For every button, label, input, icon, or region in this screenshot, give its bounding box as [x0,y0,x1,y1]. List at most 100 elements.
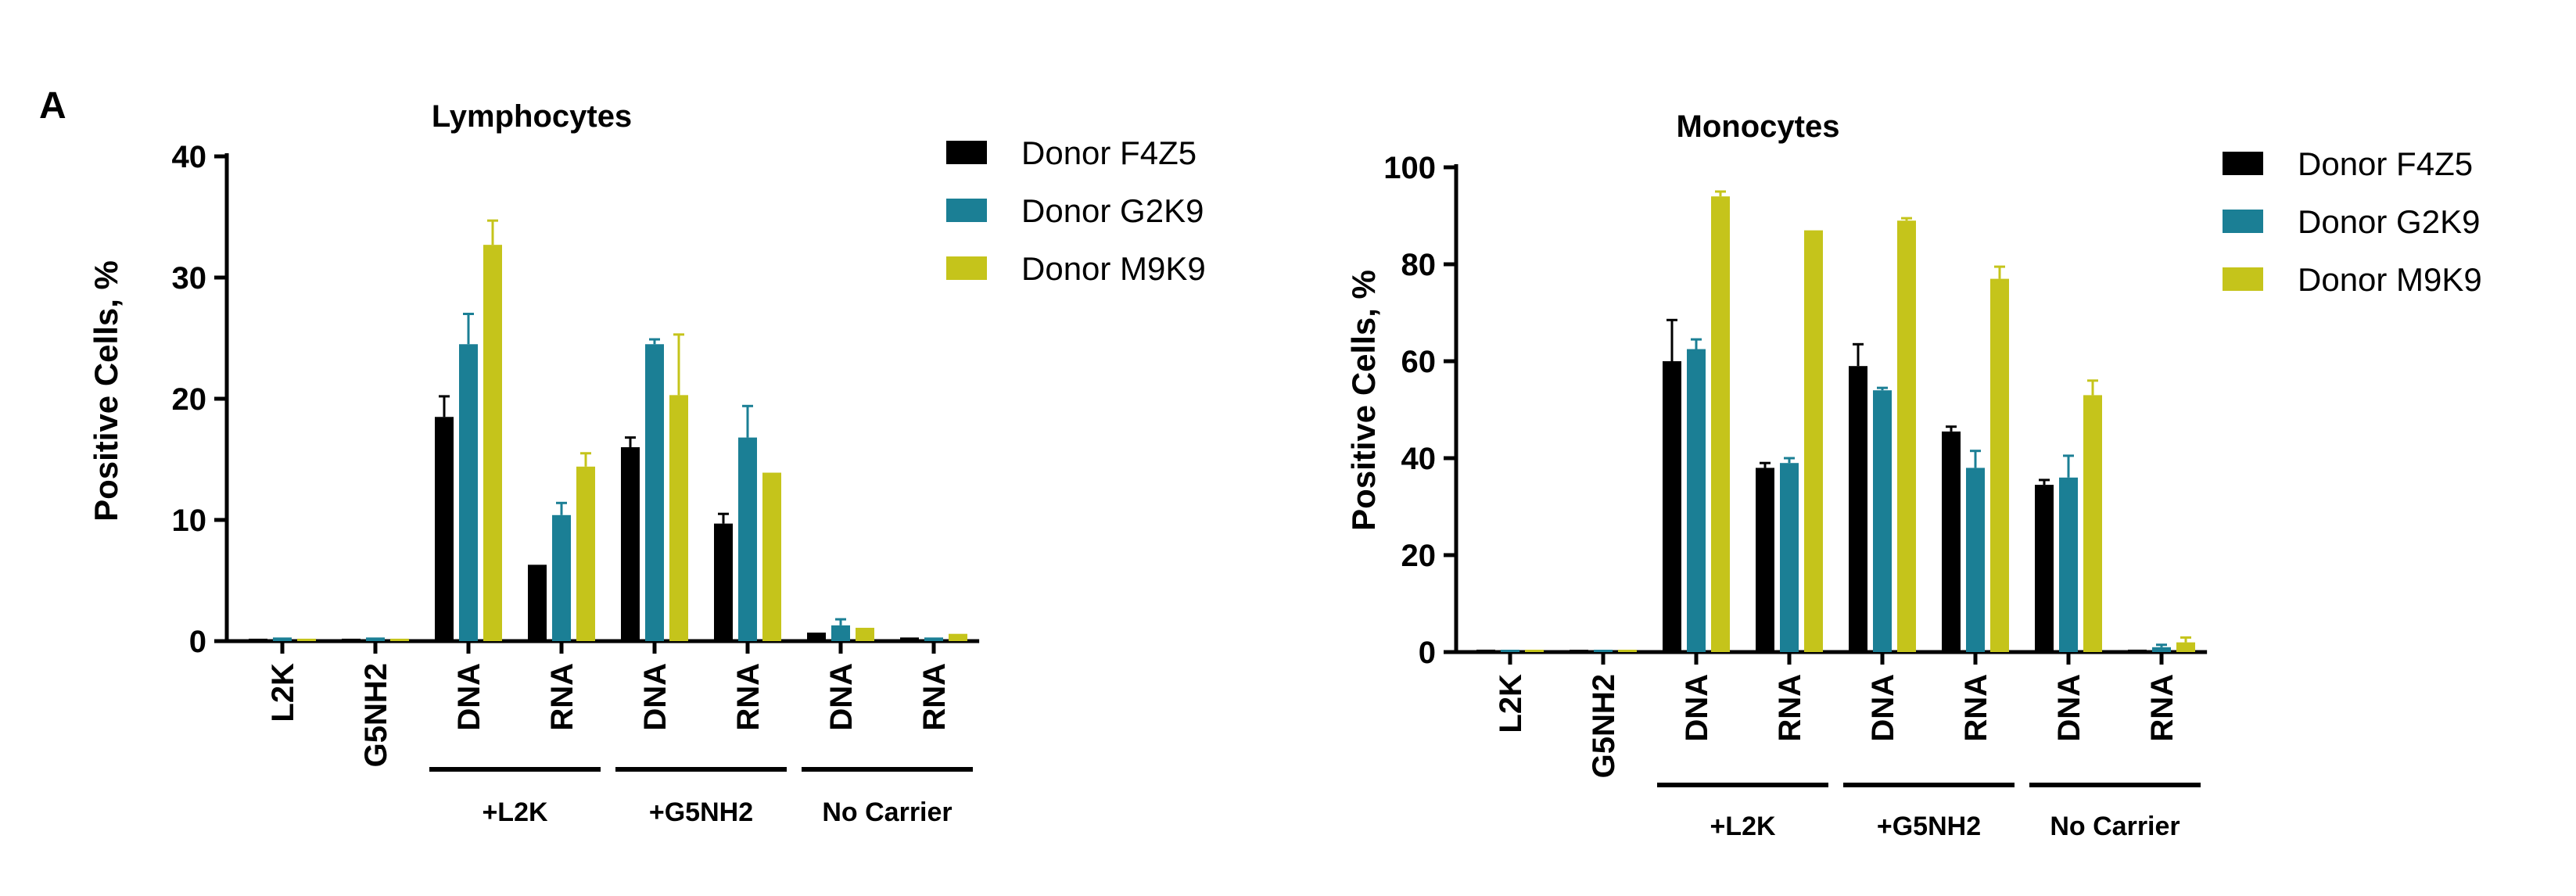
bar [1570,650,1588,652]
bar [342,638,361,641]
bar [1990,278,2009,652]
bar [576,466,595,641]
x-tick-label: DNA [1680,674,1714,742]
y-tick-label: 40 [1401,442,1437,476]
group-label: No Carrier [822,797,952,827]
bar [483,245,502,641]
bar [2152,647,2171,652]
bar [1618,650,1637,652]
bar [1594,650,1613,652]
group-label: +G5NH2 [649,797,753,827]
y-tick-label: 80 [1401,248,1437,282]
bar [1804,230,1823,653]
bar [1476,649,1495,652]
x-tick-label: RNA [1773,674,1807,742]
group-label: No Carrier [2050,812,2180,841]
x-tick-label: RNA [1959,674,1993,742]
legend-label: Donor G2K9 [1021,192,1204,229]
x-tick-label: DNA [2052,674,2086,742]
y-tick-label: 0 [1419,636,1436,670]
bar [528,564,547,641]
legend-swatch [2223,267,2263,291]
y-tick-label: 100 [1383,151,1436,185]
bar [621,447,640,641]
bar [807,633,826,641]
bar [1780,463,1799,652]
legend-swatch [2223,152,2263,175]
bar [1687,349,1706,652]
bar [1756,468,1774,652]
group-label: +L2K [482,797,548,827]
bar [2059,477,2078,652]
bar [714,523,733,641]
x-tick-label: G5NH2 [359,663,393,767]
legend-label: Donor M9K9 [2298,261,2482,298]
legend-label: Donor F4Z5 [1021,134,1197,171]
bar [762,472,781,641]
x-tick-label: DNA [452,663,486,731]
y-tick-label: 40 [172,140,207,174]
lymphocytes-chart: Lymphocytes Positive Cells, % 0 10 20 30 40 L2K… [88,99,1206,827]
bar [273,637,292,641]
x-tick-label: DNA [824,663,859,731]
group-label: +G5NH2 [1877,812,1981,841]
bar [856,627,874,641]
y-tick-label: 0 [189,625,206,659]
bar [1525,650,1544,652]
x-tick-label: RNA [917,663,952,731]
panel-label: A [39,85,66,127]
bar [1897,220,1916,652]
bar [2035,485,2054,652]
bar [2176,642,2195,652]
x-tick-label: L2K [266,663,300,722]
bar [366,637,385,641]
legend-swatch [2223,210,2263,233]
x-tick-label: RNA [545,663,579,731]
bar [831,625,850,641]
y-axis-label: Positive Cells, % [88,260,124,521]
bar [1711,196,1730,652]
chart-title: Monocytes [1677,109,1840,144]
monocytes-chart: Monocytes Positive Cells, % 0 20 40 60 80 100 L2… [1345,109,2482,841]
bar [1663,361,1681,652]
y-tick-label: 20 [172,382,207,417]
bar [435,417,454,641]
y-tick-label: 20 [1401,539,1437,573]
bar [2083,395,2102,652]
y-tick-label: 60 [1401,345,1437,379]
legend-label: Donor G2K9 [2298,203,2480,240]
bar [1942,431,1961,652]
legend-swatch [946,141,987,164]
bar [949,633,967,641]
bar [552,514,571,641]
group-label: +L2K [1710,812,1776,841]
bar [297,638,316,641]
bar [1966,468,1985,652]
legend-label: Donor F4Z5 [2298,145,2473,182]
bar [390,638,409,641]
bar [1501,650,1519,652]
bar [459,344,478,641]
x-tick-label: RNA [2145,674,2180,742]
bar [2128,649,2147,652]
bar [924,637,943,641]
y-tick-label: 30 [172,261,207,296]
bar [669,395,688,641]
y-axis-label: Positive Cells, % [1345,270,1382,531]
legend-label: Donor M9K9 [1021,250,1206,287]
x-tick-label: DNA [638,663,673,731]
bar [1873,390,1892,652]
legend-swatch [946,199,987,222]
x-tick-label: G5NH2 [1587,674,1621,778]
chart-title: Lymphocytes [432,99,632,134]
x-tick-label: DNA [1866,674,1900,742]
legend-swatch [946,256,987,280]
bar [645,344,664,641]
x-tick-label: L2K [1494,674,1528,733]
x-tick-label: RNA [731,663,766,731]
bar [900,637,919,641]
bar [1849,366,1867,652]
y-tick-label: 10 [172,504,207,538]
bar [738,437,757,641]
